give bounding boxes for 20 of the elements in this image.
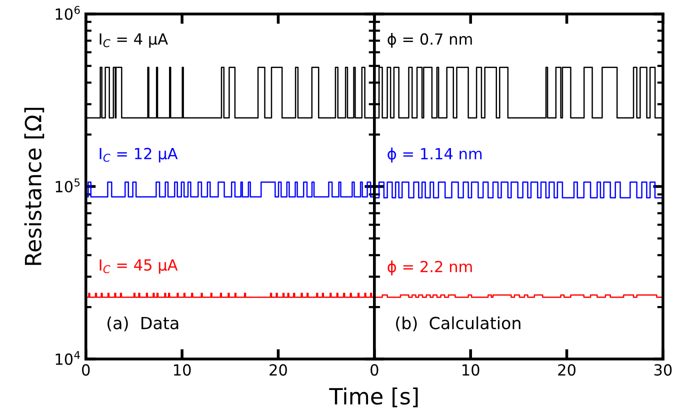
y-tick-label: 10$^{5}$ [56, 178, 80, 192]
annotation: I$_{C}$ = 4 μA [100, 33, 168, 48]
y-tick-label: 10$^{6}$ [56, 6, 80, 20]
annotation: (a) Data [108, 316, 178, 332]
x-tick-label: 10 [462, 364, 480, 376]
annotation: (b) Calculation [396, 316, 520, 332]
annotation: I$_{C}$ = 45 μA [100, 259, 178, 274]
x-tick-label: 10 [174, 364, 191, 376]
x-tick-label: 0 [82, 364, 90, 376]
y-axis-title: Resistance [Ω] [24, 108, 44, 265]
x-tick-label: 20 [558, 364, 576, 376]
annotation: ϕ = 0.7 nm [388, 32, 472, 48]
x-tick-label: 0 [370, 364, 378, 376]
y-tick-label: 10$^{4}$ [56, 351, 80, 365]
x-axis-title: Time [s] [329, 387, 418, 408]
annotation: ϕ = 1.14 nm [388, 148, 482, 162]
annotation: ϕ = 2.2 nm [388, 260, 472, 276]
annotation: I$_{C}$ = 12 μA [100, 148, 178, 162]
x-tick-label: 20 [270, 364, 287, 376]
x-tick-label: 30 [654, 364, 672, 376]
